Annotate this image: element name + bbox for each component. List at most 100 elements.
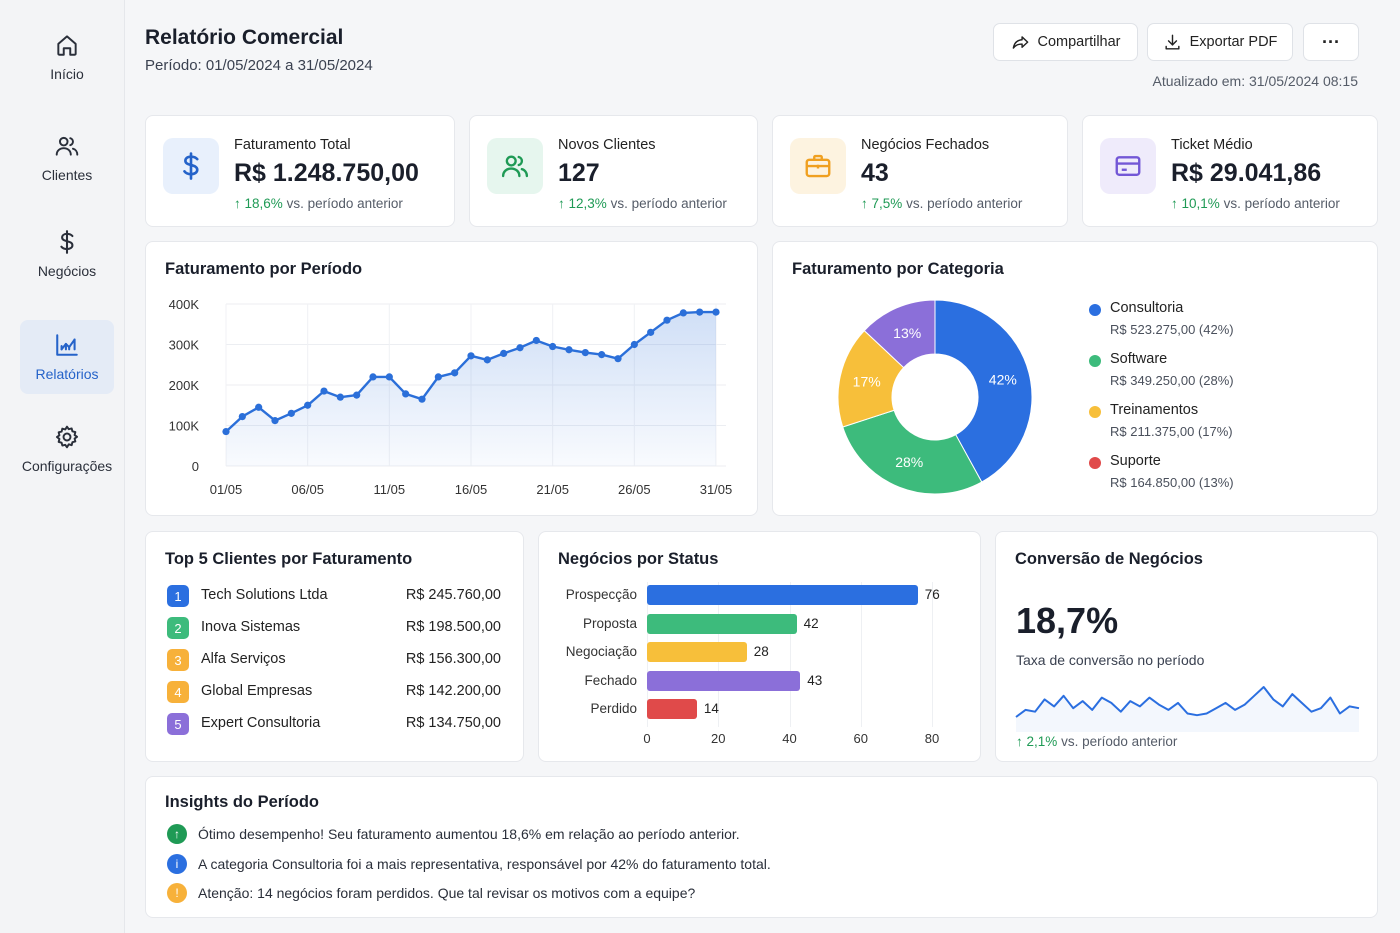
sidebar-item-label: Início bbox=[50, 66, 84, 82]
arrow-up-icon: ↑ bbox=[167, 824, 187, 844]
x-tick-label: 31/05 bbox=[700, 482, 733, 497]
data-point bbox=[679, 309, 687, 317]
x-tick-label: 26/05 bbox=[618, 482, 651, 497]
share-button[interactable]: Compartilhar bbox=[993, 23, 1138, 61]
sidebar-item-configuracoes[interactable]: Configurações bbox=[14, 412, 120, 486]
insight-text: Ótimo desempenho! Seu faturamento aument… bbox=[198, 826, 740, 842]
card-title: Top 5 Clientes por Faturamento bbox=[165, 550, 413, 568]
briefcase-icon bbox=[790, 138, 846, 194]
sidebar-item-label: Configurações bbox=[21, 458, 113, 474]
kpi-card-deals-closed: Negócios Fechados 43 ↑ 7,5% vs. período … bbox=[772, 115, 1068, 227]
home-icon bbox=[57, 35, 77, 56]
x-tick-label: 06/05 bbox=[291, 482, 324, 497]
donut-slice bbox=[842, 409, 983, 495]
y-tick-label: 200K bbox=[169, 378, 200, 393]
y-tick-label: 300K bbox=[169, 338, 200, 353]
sidebar-item-relatorios[interactable]: Relatórios bbox=[20, 320, 114, 394]
x-tick-label: 20 bbox=[711, 731, 726, 746]
x-tick-label: 21/05 bbox=[536, 482, 569, 497]
revenue-area bbox=[226, 312, 716, 466]
bar-value: 42 bbox=[803, 615, 819, 631]
data-point bbox=[663, 316, 671, 324]
y-tick-label: 0 bbox=[192, 459, 199, 474]
data-point bbox=[483, 356, 491, 364]
rank-badge: 5 bbox=[167, 713, 189, 735]
kpi-value: 43 bbox=[861, 159, 889, 187]
kpi-card-new-clients: Novos Clientes 127 ↑ 12,3% vs. período a… bbox=[469, 115, 758, 227]
gridline bbox=[860, 582, 862, 727]
data-point bbox=[712, 308, 720, 316]
kpi-card-revenue: Faturamento Total R$ 1.248.750,00 ↑ 18,6… bbox=[145, 115, 455, 227]
revenue-chart-card: Faturamento por Período 0 100K 200K 300K 400… bbox=[145, 241, 758, 516]
conversion-subtitle: Taxa de conversão no período bbox=[1016, 652, 1205, 668]
users-icon bbox=[55, 136, 79, 156]
status-label: Prospecção bbox=[565, 587, 637, 602]
legend-dot bbox=[1089, 406, 1101, 418]
more-options-button[interactable]: ··· bbox=[1303, 23, 1359, 61]
legend-name: Software bbox=[1110, 351, 1168, 367]
kpi-value: R$ 29.041,86 bbox=[1171, 159, 1322, 187]
status-bar bbox=[647, 642, 747, 662]
data-point bbox=[532, 336, 540, 345]
data-point bbox=[271, 417, 279, 425]
table-row: 5 Expert Consultoria R$ 134.750,00 bbox=[146, 713, 525, 737]
sidebar-item-label: Clientes bbox=[41, 167, 93, 183]
conversion-delta: ↑ 2,1% vs. período anterior bbox=[1016, 734, 1178, 749]
slice-label: 13% bbox=[893, 325, 921, 341]
client-name: Tech Solutions Ltda bbox=[201, 587, 328, 603]
sidebar-item-negocios[interactable]: Negócios bbox=[20, 217, 114, 291]
status-chart-card: Negócios por Status 0 20 40 60 80 Prospecção 7… bbox=[538, 531, 981, 762]
status-label: Proposta bbox=[582, 615, 637, 631]
table-row: 3 Alfa Serviços R$ 156.300,00 bbox=[146, 649, 525, 673]
legend-name: Treinamentos bbox=[1110, 402, 1199, 418]
data-point bbox=[255, 403, 263, 411]
legend-dot bbox=[1089, 304, 1101, 316]
sidebar-item-inicio[interactable]: Início bbox=[20, 20, 114, 94]
data-point bbox=[565, 346, 573, 354]
updated-timestamp: Atualizado em: 31/05/2024 08:15 bbox=[1152, 73, 1359, 89]
legend-value: R$ 164.850,00 (13%) bbox=[1110, 475, 1234, 490]
data-point bbox=[467, 352, 475, 360]
data-point bbox=[222, 427, 230, 436]
rank-badge: 3 bbox=[167, 649, 189, 671]
legend-dot bbox=[1089, 355, 1101, 367]
client-revenue: R$ 198.500,00 bbox=[405, 619, 501, 635]
x-tick-label: 80 bbox=[924, 731, 940, 746]
status-label: Negociação bbox=[565, 644, 637, 659]
kpi-value: R$ 1.248.750,00 bbox=[234, 159, 419, 187]
y-tick-label: 400K bbox=[169, 297, 200, 312]
card-title: Negócios por Status bbox=[558, 550, 719, 568]
data-point bbox=[418, 395, 426, 403]
x-tick-label: 0 bbox=[643, 731, 651, 746]
legend-value: R$ 349.250,00 (28%) bbox=[1110, 373, 1234, 388]
sidebar-item-clientes[interactable]: Clientes bbox=[20, 121, 114, 195]
sparkline-line bbox=[1015, 686, 1360, 718]
rank-badge: 2 bbox=[167, 617, 189, 639]
kpi-label: Faturamento Total bbox=[234, 137, 351, 153]
legend-value: R$ 523.275,00 (42%) bbox=[1110, 322, 1234, 337]
client-name: Expert Consultoria bbox=[201, 715, 321, 731]
data-point bbox=[287, 409, 295, 417]
data-point bbox=[516, 344, 524, 352]
table-row: 2 Inova Sistemas R$ 198.500,00 bbox=[146, 617, 525, 641]
x-tick-label: 01/05 bbox=[210, 482, 243, 497]
data-point bbox=[696, 308, 704, 316]
conversion-rate: 18,7% bbox=[1016, 600, 1119, 641]
share-icon bbox=[1012, 35, 1028, 49]
slice-label: 17% bbox=[853, 374, 881, 390]
kpi-delta: ↑ 12,3% vs. período anterior bbox=[558, 196, 727, 211]
rank-badge: 1 bbox=[167, 585, 189, 607]
export-pdf-button[interactable]: Exportar PDF bbox=[1147, 23, 1293, 61]
sidebar-item-label: Relatórios bbox=[35, 366, 99, 382]
chart-icon bbox=[56, 334, 78, 356]
table-row: 4 Global Empresas R$ 142.200,00 bbox=[146, 681, 525, 705]
client-revenue: R$ 156.300,00 bbox=[405, 651, 501, 667]
status-bar bbox=[647, 613, 797, 634]
card-icon bbox=[1100, 138, 1156, 194]
category-chart-card: Faturamento por Categoria 42% 28% 17% 13% C… bbox=[772, 241, 1378, 516]
export-label: Exportar PDF bbox=[1189, 34, 1278, 50]
gear-icon bbox=[55, 425, 79, 449]
client-revenue: R$ 134.750,00 bbox=[405, 715, 501, 731]
data-point bbox=[320, 387, 328, 395]
client-name: Inova Sistemas bbox=[201, 619, 301, 635]
